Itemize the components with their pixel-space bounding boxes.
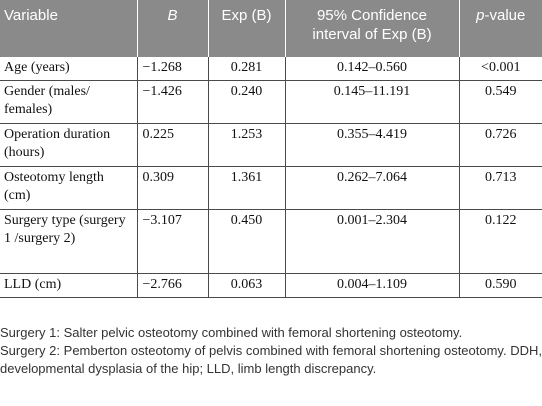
cell-variable: Age (years) <box>0 57 138 81</box>
cell-exp-b: 0.450 <box>207 208 286 274</box>
footnote-surgery-2: Surgery 2: Pemberton osteotomy of pelvis… <box>0 343 542 376</box>
cell-b: −3.107 <box>136 208 209 274</box>
cell-ci: 0.262–7.064 <box>284 165 460 210</box>
header-row: Variable B Exp (B) 95% Confidence interv… <box>0 0 542 57</box>
cell-p: <0.001 <box>458 57 542 81</box>
cell-b: −1.268 <box>136 57 209 81</box>
header-variable: Variable <box>0 0 138 57</box>
cell-b: −1.426 <box>136 79 209 124</box>
cell-p: 0.122 <box>458 208 542 274</box>
cell-exp-b: 1.361 <box>207 165 286 210</box>
cell-ci: 0.145–11.191 <box>284 79 460 124</box>
cell-b: −2.766 <box>136 272 209 298</box>
cell-ci: 0.355–4.419 <box>284 122 460 167</box>
header-ci: 95% Confidence interval of Exp (B) <box>285 0 460 57</box>
table-row: Surgery type (surgery 1 /surgery 2) −3.1… <box>0 208 542 274</box>
header-exp-b: Exp (B) <box>208 0 286 57</box>
cell-ci: 0.004–1.109 <box>284 272 460 298</box>
cell-exp-b: 0.063 <box>207 272 286 298</box>
header-b-text: B <box>167 7 178 24</box>
table-row: Age (years) −1.268 0.281 0.142–0.560 <0.… <box>0 57 542 81</box>
cell-ci: 0.001–2.304 <box>284 208 460 274</box>
cell-p: 0.590 <box>458 272 542 298</box>
table-row: Operation duration (hours) 0.225 1.253 0… <box>0 122 542 167</box>
cell-b: 0.309 <box>136 165 209 210</box>
cell-p: 0.549 <box>458 79 542 124</box>
header-b: B <box>137 0 209 57</box>
table-row: Gender (males/ females) −1.426 0.240 0.1… <box>0 79 542 124</box>
header-p-italic: p <box>476 7 485 24</box>
cell-variable: Surgery type (surgery 1 /surgery 2) <box>0 208 138 274</box>
cell-exp-b: 0.281 <box>207 57 286 81</box>
cell-p: 0.713 <box>458 165 542 210</box>
table-row: Osteotomy length (cm) 0.309 1.361 0.262–… <box>0 165 542 210</box>
cell-variable: Osteotomy length (cm) <box>0 165 138 210</box>
cell-variable: LLD (cm) <box>0 272 138 298</box>
cell-variable: Gender (males/ females) <box>0 79 138 124</box>
table-row: LLD (cm) −2.766 0.063 0.004–1.109 0.590 <box>0 272 542 298</box>
cell-variable: Operation duration (hours) <box>0 122 138 167</box>
header-ci-line2: interval of Exp (B) <box>312 26 432 43</box>
cell-b: 0.225 <box>136 122 209 167</box>
regression-table: Variable B Exp (B) 95% Confidence interv… <box>0 0 542 298</box>
cell-p: 0.726 <box>458 122 542 167</box>
header-ci-line1: 95% Confidence <box>316 7 428 24</box>
header-p-suffix: -value <box>484 7 526 24</box>
cell-exp-b: 1.253 <box>207 122 286 167</box>
cell-ci: 0.142–0.560 <box>284 57 460 81</box>
header-p-value: p-value <box>459 0 542 57</box>
cell-exp-b: 0.240 <box>207 79 286 124</box>
footnote-surgery-1: Surgery 1: Salter pelvic osteotomy combi… <box>0 325 463 340</box>
table-footnote: Surgery 1: Salter pelvic osteotomy combi… <box>0 324 542 378</box>
